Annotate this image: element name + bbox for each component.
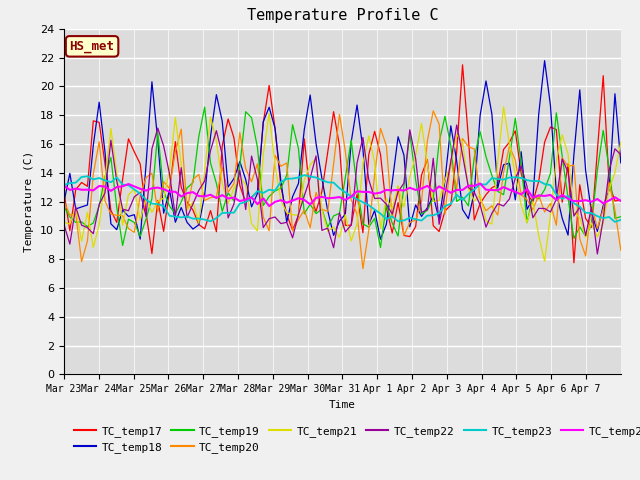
TC_temp20 (365, 228, 372, 233)
TC_temp19 (224, 190, 232, 196)
TC_temp17 (359, 230, 367, 236)
TC_temp21 (617, 139, 625, 145)
X-axis label: Time: Time (329, 400, 356, 409)
TC_temp24 (218, 192, 226, 198)
TC_temp22 (136, 190, 144, 195)
TC_temp17 (459, 62, 467, 68)
TC_temp17 (218, 143, 226, 148)
TC_temp22 (617, 152, 625, 157)
TC_temp17 (60, 190, 68, 195)
TC_temp24 (348, 193, 355, 199)
TC_temp19 (348, 137, 355, 143)
TC_temp18 (617, 160, 625, 166)
TC_temp17 (582, 216, 589, 221)
Line: TC_temp21: TC_temp21 (64, 107, 621, 261)
TC_temp23 (218, 210, 226, 216)
TC_temp23 (576, 204, 584, 210)
TC_temp22 (576, 204, 584, 210)
TC_temp23 (60, 182, 68, 188)
TC_temp21 (359, 161, 367, 167)
TC_temp20 (429, 108, 437, 114)
TC_temp20 (136, 193, 144, 199)
TC_temp21 (342, 212, 349, 217)
TC_temp20 (617, 247, 625, 253)
TC_temp24 (136, 186, 144, 192)
Title: Temperature Profile C: Temperature Profile C (246, 9, 438, 24)
TC_temp23 (307, 174, 314, 180)
TC_temp18 (359, 146, 367, 152)
TC_temp22 (300, 193, 308, 199)
TC_temp23 (136, 191, 144, 196)
Line: TC_temp22: TC_temp22 (64, 125, 621, 254)
TC_temp23 (300, 172, 308, 178)
TC_temp18 (136, 236, 144, 242)
Line: TC_temp20: TC_temp20 (64, 111, 621, 269)
TC_temp18 (541, 58, 548, 63)
TC_temp21 (60, 219, 68, 225)
TC_temp24 (476, 180, 484, 186)
TC_temp22 (60, 222, 68, 228)
TC_temp22 (342, 229, 349, 235)
Line: TC_temp23: TC_temp23 (64, 175, 621, 222)
TC_temp19 (617, 214, 625, 220)
TC_temp24 (582, 197, 589, 203)
TC_temp23 (365, 203, 372, 208)
Line: TC_temp19: TC_temp19 (64, 107, 621, 248)
TC_temp20 (300, 207, 308, 213)
TC_temp22 (218, 152, 226, 157)
Text: HS_met: HS_met (70, 40, 115, 53)
TC_temp18 (300, 127, 308, 132)
TC_temp20 (60, 199, 68, 204)
Line: TC_temp18: TC_temp18 (64, 60, 621, 239)
TC_temp19 (60, 204, 68, 210)
Line: TC_temp24: TC_temp24 (64, 183, 621, 206)
TC_temp19 (307, 201, 314, 207)
TC_temp19 (201, 104, 209, 110)
TC_temp19 (582, 233, 589, 239)
TC_temp22 (593, 251, 601, 257)
TC_temp17 (136, 161, 144, 167)
TC_temp19 (377, 245, 385, 251)
TC_temp21 (500, 104, 508, 110)
TC_temp18 (582, 168, 589, 173)
Line: TC_temp17: TC_temp17 (64, 65, 621, 263)
TC_temp20 (359, 266, 367, 272)
TC_temp22 (453, 122, 461, 128)
TC_temp23 (348, 193, 355, 199)
TC_temp23 (617, 217, 625, 223)
TC_temp20 (582, 253, 589, 259)
TC_temp17 (300, 136, 308, 142)
TC_temp17 (342, 222, 349, 228)
TC_temp21 (300, 177, 308, 183)
TC_temp21 (582, 234, 589, 240)
TC_temp18 (60, 199, 68, 204)
TC_temp23 (611, 219, 619, 225)
TC_temp20 (342, 148, 349, 154)
TC_temp18 (218, 119, 226, 124)
TC_temp21 (136, 217, 144, 223)
TC_temp19 (136, 233, 144, 239)
TC_temp21 (218, 180, 226, 186)
TC_temp22 (359, 134, 367, 140)
TC_temp24 (365, 189, 372, 195)
TC_temp17 (617, 197, 625, 203)
TC_temp24 (307, 202, 314, 207)
TC_temp24 (60, 183, 68, 189)
TC_temp18 (377, 236, 385, 242)
Y-axis label: Temperature (C): Temperature (C) (24, 151, 35, 252)
TC_temp17 (570, 260, 578, 265)
TC_temp24 (266, 203, 273, 209)
Legend: TC_temp17, TC_temp18, TC_temp19, TC_temp20, TC_temp21, TC_temp22, TC_temp23, TC_: TC_temp17, TC_temp18, TC_temp19, TC_temp… (70, 421, 640, 458)
TC_temp21 (541, 258, 548, 264)
TC_temp24 (617, 198, 625, 204)
TC_temp20 (218, 165, 226, 170)
TC_temp18 (342, 211, 349, 217)
TC_temp19 (365, 224, 372, 230)
